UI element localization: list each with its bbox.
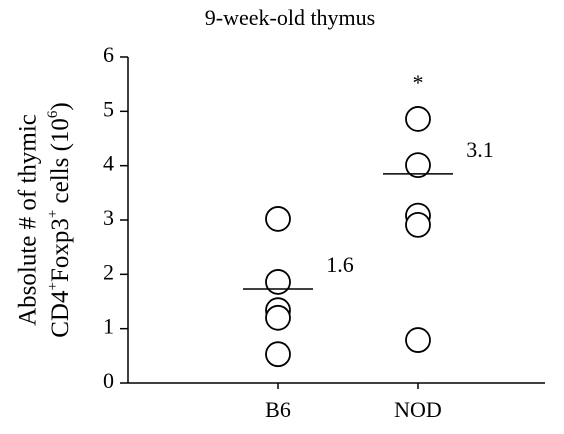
data-point (405, 327, 431, 353)
data-point (405, 106, 431, 132)
y-label-line2: CD4+Foxp3+ cells (106) (45, 102, 73, 338)
y-tick-label: 4 (103, 151, 114, 176)
data-point (265, 269, 291, 295)
chart-title: 9-week-old thymus (205, 5, 375, 30)
x-tick-label: B6 (265, 397, 291, 422)
y-tick-label: 5 (103, 96, 114, 121)
mean-label: 3.1 (466, 137, 494, 162)
superscript: + (45, 282, 61, 290)
significance-marker: * (413, 70, 424, 95)
data-point (405, 152, 431, 179)
label-part: CD4 (47, 290, 74, 338)
y-tick-label: 1 (103, 314, 114, 339)
label-part: Foxp3 (47, 218, 74, 282)
y-tick-label: 0 (103, 368, 114, 393)
y-tick-label: 2 (103, 259, 114, 284)
y-tick-label: 3 (103, 205, 114, 230)
label-part: ) (47, 102, 74, 110)
superscript: 6 (45, 110, 61, 118)
data-point (265, 304, 291, 331)
y-tick-label: 6 (103, 42, 114, 67)
data-point (265, 341, 291, 368)
mean-label: 1.6 (326, 252, 354, 277)
x-tick-label: NOD (394, 397, 442, 422)
label-part: cells (10 (47, 118, 74, 210)
y-label-line1: Absolute # of thymic (15, 114, 42, 326)
superscript: + (45, 210, 61, 218)
data-point (405, 211, 431, 238)
data-point (265, 206, 291, 232)
